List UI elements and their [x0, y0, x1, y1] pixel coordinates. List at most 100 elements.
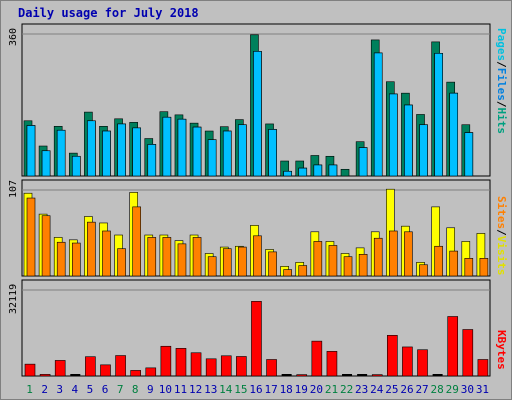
- kbytes-bar-day-30: [462, 329, 474, 377]
- sites-bar-day-27: [419, 264, 428, 277]
- kbytes-bar-day-29: [447, 316, 459, 377]
- pages-bar-day-8: [132, 127, 141, 177]
- pages-bar-day-2: [41, 150, 51, 177]
- sites-bar-day-28: [434, 245, 443, 277]
- sites-bar-day-16: [253, 235, 262, 277]
- day-label-22: 22: [339, 383, 354, 396]
- day-label-19: 19: [294, 383, 308, 396]
- kbytes-bar-day-22: [342, 374, 353, 376]
- pages-bar-day-18: [283, 170, 292, 177]
- sites-bar-day-24: [373, 237, 383, 277]
- kbytes-bar-day-7: [115, 355, 126, 377]
- sites-bar-day-18: [283, 269, 292, 277]
- day-label-12: 12: [188, 383, 203, 396]
- sites-bar-day-12: [192, 237, 202, 277]
- pages-bar-day-21: [328, 164, 338, 177]
- bottom-panel-legend: KBytes: [495, 330, 508, 370]
- kbytes-bar-day-3: [54, 360, 66, 377]
- sites-bar-day-19: [298, 265, 308, 277]
- kbytes-bar-day-24: [371, 374, 383, 377]
- day-label-28: 28: [430, 383, 444, 396]
- kbytes-bar-day-15: [236, 356, 247, 377]
- kbytes-bar-day-27: [417, 349, 428, 377]
- sites-bar-day-1: [26, 197, 36, 277]
- day-label-1: 1: [26, 383, 33, 396]
- day-label-13: 13: [204, 383, 218, 396]
- day-label-3: 3: [56, 383, 64, 396]
- sites-bar-day-7: [117, 248, 126, 277]
- pages-bar-day-30: [464, 132, 474, 177]
- sites-bar-day-25: [389, 230, 398, 277]
- day-label-5: 5: [86, 383, 94, 396]
- hits-bar-day-22: [340, 168, 350, 177]
- sites-bar-day-29: [449, 250, 459, 277]
- kbytes-bar-day-26: [402, 346, 413, 377]
- kbytes-bar-day-2: [39, 374, 51, 377]
- kbytes-bar-day-11: [175, 348, 187, 377]
- kbytes-bar-day-17: [266, 359, 277, 377]
- kbytes-bar-day-21: [326, 351, 338, 377]
- pages-bar-day-19: [298, 167, 308, 177]
- day-label-27: 27: [415, 383, 429, 396]
- kbytes-bar-day-13: [205, 358, 217, 377]
- sites-bar-day-26: [404, 231, 413, 277]
- day-label-18: 18: [279, 383, 293, 396]
- sites-bar-day-17: [268, 251, 277, 277]
- kbytes-bar-day-5: [85, 356, 96, 377]
- kbytes-bar-day-25: [387, 335, 398, 377]
- kbytes-bar-day-23: [357, 374, 368, 376]
- sites-bar-day-2: [41, 215, 51, 277]
- day-label-30: 30: [460, 383, 474, 396]
- legend-separator: /: [495, 61, 508, 68]
- day-label-7: 7: [116, 383, 124, 396]
- day-label-31: 31: [475, 383, 490, 396]
- legend-separator: /: [495, 100, 508, 108]
- kbytes-bar-day-6: [100, 364, 111, 377]
- pages-bar-day-6: [102, 130, 111, 177]
- sites-bar-day-13: [207, 256, 217, 277]
- day-label-10: 10: [158, 383, 173, 396]
- day-label-14: 14: [219, 383, 233, 396]
- legend-visits: Visits: [495, 235, 508, 276]
- pages-bar-day-11: [177, 118, 187, 177]
- pages-bar-day-28: [434, 53, 443, 177]
- legend-sites: Sites: [495, 196, 508, 230]
- middle-panel-max-label: 107: [8, 179, 19, 198]
- sites-bar-day-11: [177, 243, 187, 277]
- pages-bar-day-3: [56, 129, 66, 177]
- day-label-15: 15: [234, 383, 248, 396]
- pages-bar-day-27: [419, 124, 428, 177]
- day-label-16: 16: [249, 383, 263, 396]
- sites-bar-day-14: [222, 248, 232, 277]
- kbytes-bar-day-8: [130, 370, 141, 377]
- day-label-9: 9: [147, 383, 154, 396]
- pages-bar-day-7: [117, 123, 126, 177]
- kbytes-bar-day-20: [311, 340, 323, 377]
- pages-bar-day-12: [192, 126, 202, 177]
- legend-separator: /: [495, 229, 508, 236]
- pages-bar-day-25: [389, 93, 398, 177]
- sites-bar-day-10: [162, 237, 172, 277]
- sites-bar-day-22: [343, 256, 353, 277]
- day-label-24: 24: [370, 383, 384, 396]
- pages-bar-day-13: [207, 139, 217, 177]
- day-label-4: 4: [71, 383, 79, 396]
- kbytes-bar-day-1: [24, 363, 36, 377]
- sites-bar-day-21: [328, 245, 338, 277]
- day-label-6: 6: [101, 383, 109, 396]
- bottom-panel-max-label: 32119: [8, 283, 19, 314]
- kbytes-bar-day-10: [160, 345, 172, 377]
- day-label-11: 11: [173, 383, 188, 396]
- pages-bar-day-23: [358, 147, 368, 177]
- pages-bar-day-29: [449, 92, 459, 177]
- legend-hits: Hits: [495, 107, 508, 135]
- day-label-26: 26: [400, 383, 414, 396]
- legend-pages: Pages: [495, 28, 508, 62]
- day-label-29: 29: [445, 383, 459, 396]
- day-label-20: 20: [309, 383, 323, 396]
- kbytes-bar-day-12: [190, 352, 202, 377]
- pages-bar-day-15: [238, 124, 247, 177]
- sites-bar-day-23: [358, 253, 368, 277]
- day-label-2: 2: [41, 383, 48, 396]
